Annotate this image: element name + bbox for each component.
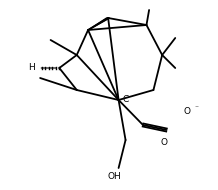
Text: O: O	[184, 108, 191, 116]
Text: OH: OH	[107, 172, 121, 181]
Text: C: C	[122, 96, 129, 105]
Polygon shape	[88, 18, 110, 30]
Text: H: H	[28, 63, 35, 73]
Text: ⁻: ⁻	[194, 104, 198, 112]
Text: O: O	[160, 138, 167, 147]
